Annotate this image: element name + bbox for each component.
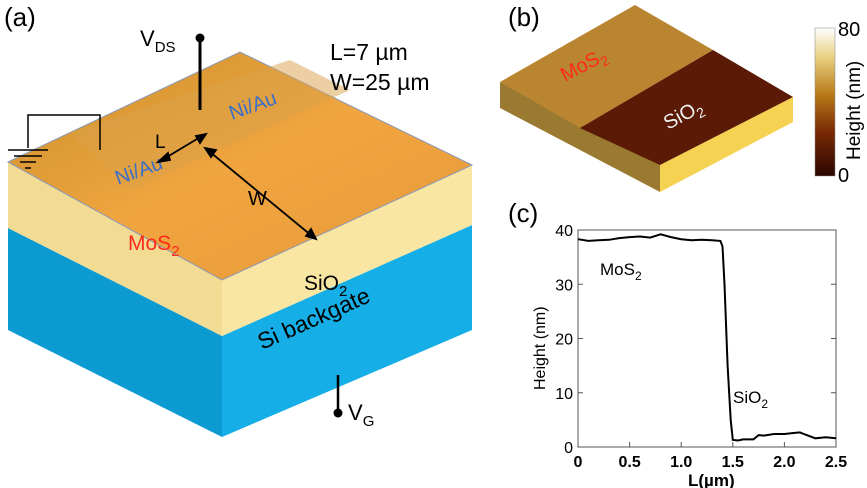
y-tick-label: 20 — [555, 332, 573, 349]
y-tick-label: 30 — [555, 277, 573, 294]
annotation-mos2: MoS2 — [600, 260, 642, 283]
y-tick-label: 0 — [564, 440, 573, 457]
vds-label: VDS — [140, 26, 176, 56]
panel-b-label: (b) — [508, 2, 540, 32]
panel-a-label: (a) — [4, 2, 36, 32]
length-arrow — [155, 132, 208, 164]
height-profile-line — [577, 233, 837, 442]
colorbar-min: 0 — [838, 165, 849, 187]
height-colorbar — [814, 27, 836, 177]
panel-c-label: (c) — [508, 198, 538, 228]
channel-width-label: W=25 µm — [330, 69, 430, 95]
x-tick-label: 1.5 — [722, 454, 744, 471]
sio2-left-face — [8, 162, 222, 336]
x-axis-label: L(µm) — [688, 471, 735, 488]
sio2-label: SiO2 — [304, 272, 347, 300]
x-tick-label: 0 — [574, 454, 583, 471]
x-tick-label: 0.5 — [618, 454, 640, 471]
afm-mos2-region — [500, 5, 713, 128]
x-tick-label: 2.0 — [773, 454, 795, 471]
afm-sio2-region — [580, 50, 793, 165]
channel-length-label: L=7 µm — [330, 39, 408, 65]
length-symbol: L — [155, 132, 166, 153]
panel-a-device-schematic: (a) VDS L=7 µm W=25 µm Ni/Au Ni/Au L W — [4, 2, 474, 437]
annotation-sio2: SiO2 — [733, 388, 768, 411]
si-left-face — [8, 228, 222, 437]
x-tick-label: 1.0 — [670, 454, 692, 471]
colorbar-max: 80 — [838, 19, 860, 41]
mos2-top-face — [6, 51, 474, 281]
y-tick-label: 40 — [555, 223, 573, 240]
vg-label: VG — [348, 400, 374, 430]
vds-terminal — [195, 33, 205, 43]
mos2-label: MoS2 — [128, 232, 180, 260]
colorbar-label: Height (nm) — [844, 61, 865, 160]
ni-au-contact-band — [70, 60, 350, 190]
afm-right-face — [660, 97, 793, 192]
sio2-right-face — [222, 165, 472, 336]
afm-left-face — [500, 82, 660, 192]
y-axis-label: Height (nm) — [532, 306, 549, 390]
panel-b-afm-image: (b) MoS2 SiO2 80 0 Height (nm) — [500, 2, 865, 192]
y-tick-label: 10 — [555, 386, 573, 403]
width-symbol: W — [248, 188, 267, 210]
x-tick-label: 2.5 — [825, 454, 847, 471]
vg-terminal — [333, 408, 343, 418]
si-right-face — [222, 225, 472, 437]
width-arrow — [203, 146, 318, 241]
ground-icon — [8, 114, 101, 169]
